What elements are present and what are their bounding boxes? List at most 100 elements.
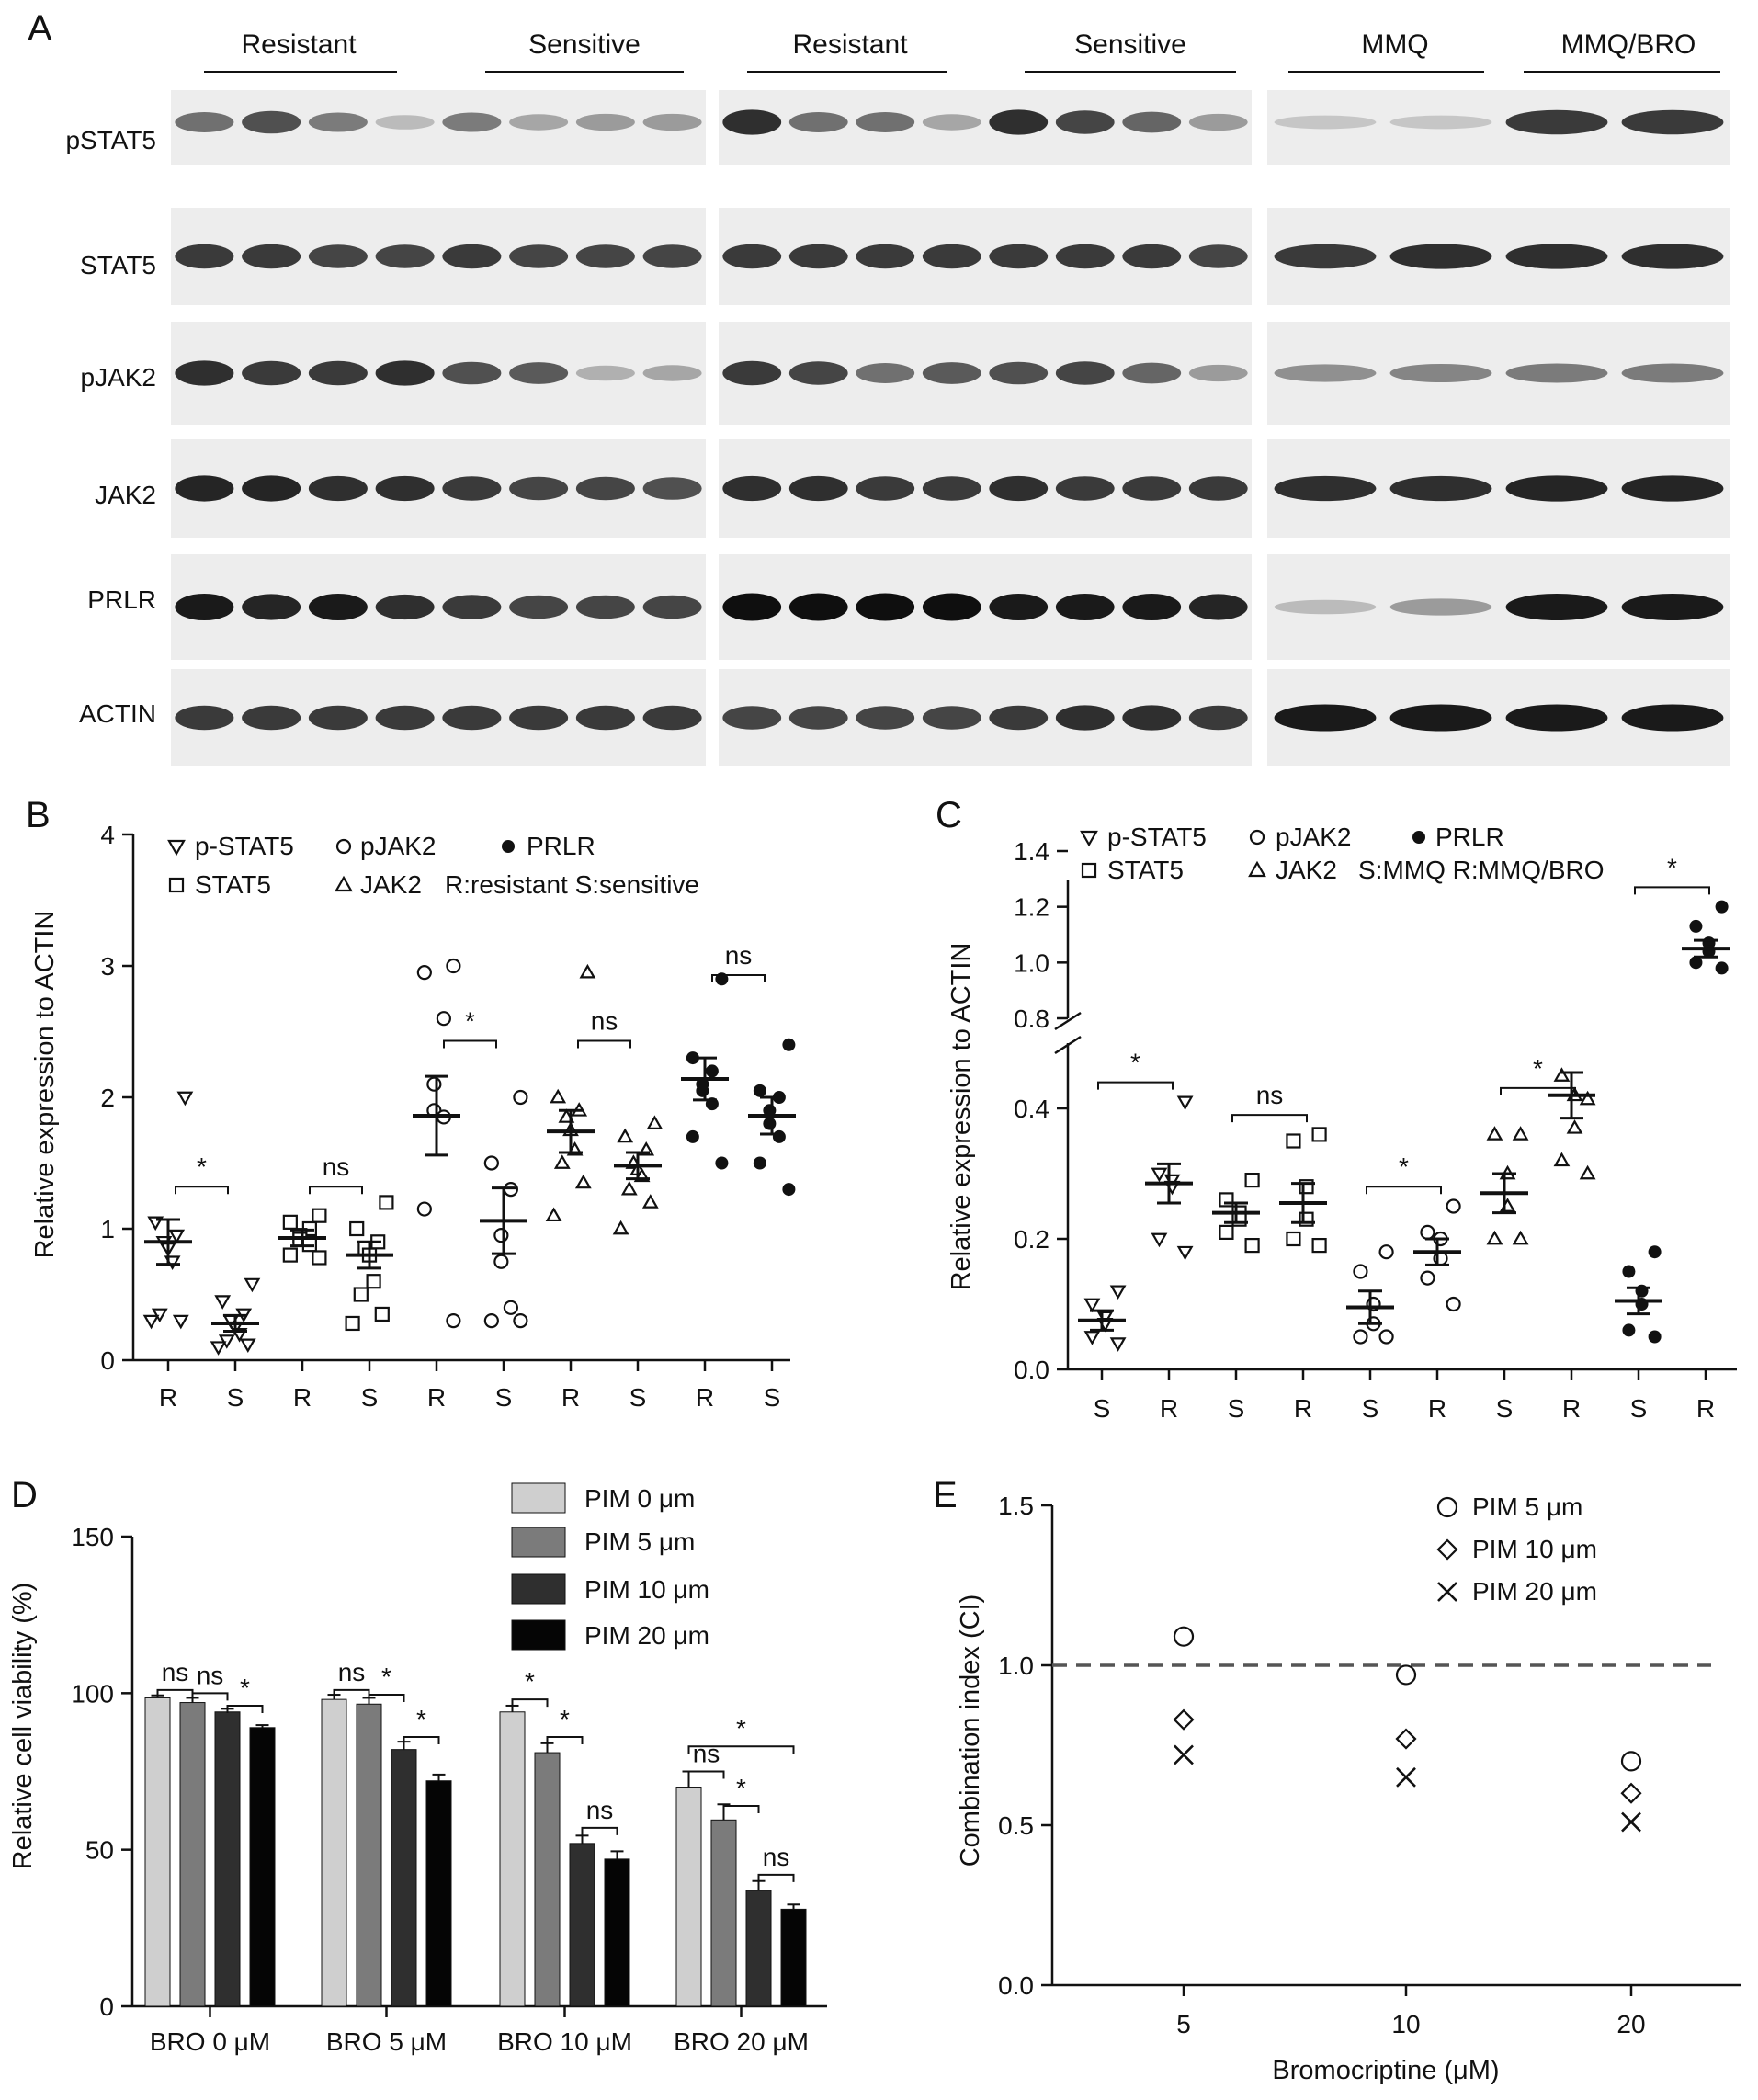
panel-c-significance-label: *	[1130, 1049, 1140, 1077]
panel-c-significance-label: *	[1399, 1152, 1409, 1181]
blot-band	[642, 477, 702, 500]
panel-c-x-tick-label: S	[1630, 1394, 1648, 1423]
panel-d-legend-pim10: PIM 10 μm	[584, 1575, 709, 1604]
blot-band	[1621, 109, 1724, 135]
panel-b-legend-symbol-pjak2	[335, 838, 352, 855]
panel-b-data-point	[168, 1229, 186, 1244]
panel-e-legend-symbol-pim10	[1436, 1538, 1458, 1561]
panel-c-data-point	[1715, 961, 1729, 975]
panel-b-x-tick-label: R	[159, 1383, 177, 1412]
panel-d-x-tick-label: BRO 0 μM	[150, 2027, 270, 2056]
blot-band	[856, 706, 915, 730]
panel-c-data-point	[1353, 1264, 1368, 1279]
panel-c-y-tick-label: 1.2	[1014, 893, 1049, 922]
panel-b-data-point	[763, 1117, 777, 1130]
blot-band	[575, 244, 635, 268]
panel-c-significance-bracket	[1097, 1081, 1174, 1090]
panel-c-data-point	[1311, 1237, 1327, 1254]
blot-band	[175, 112, 234, 132]
panel-b-data-point	[513, 1312, 528, 1329]
blot-band	[308, 475, 368, 502]
blot-group-mmq-bro: MMQ/BRO	[1561, 29, 1696, 60]
panel-b-x-tick-label: R	[561, 1383, 580, 1412]
blot-band	[1055, 110, 1115, 134]
panel-e-data-point	[1620, 1782, 1642, 1804]
panel-c-legend-symbols	[1080, 829, 1425, 879]
panel-d-significance-label: *	[560, 1705, 570, 1733]
blot-band	[1505, 475, 1608, 502]
blot-band	[575, 595, 635, 619]
panel-e-chart: E Combination index (CI) Bromocriptine (…	[933, 1475, 1741, 2085]
panel-b-y-axis-title: Relative expression to ACTIN	[30, 911, 60, 1259]
panel-b-data-point	[379, 1195, 394, 1210]
blot-band	[1274, 704, 1377, 732]
blot-band	[1188, 244, 1248, 268]
blot-band	[1389, 598, 1492, 616]
panel-c-data-point	[1512, 1230, 1529, 1245]
panel-d-bar	[780, 1908, 807, 2007]
blot-band	[1122, 705, 1182, 731]
panel-d-y-axis-title: Relative cell viability (%)	[8, 1583, 38, 1870]
panel-c-plot: 0.0 0.2 0.4 0.8 1.0 1.2 1.4 S R S R S R S R S R * ns * * *	[1014, 837, 1737, 1423]
blot-band	[1188, 705, 1248, 731]
panel-b-letter: B	[26, 795, 51, 835]
panel-c-data-point	[1566, 1119, 1583, 1134]
panel-b-significance-label: *	[197, 1152, 207, 1181]
panel-b-data-point	[374, 1306, 390, 1322]
panel-d-legend-swatch	[511, 1619, 566, 1651]
panel-b-plot: 0 1 2 3 4 R S R S R S R S R S * ns * ns ns	[100, 821, 796, 1412]
panel-c-data-point	[1176, 1245, 1194, 1261]
blot-band	[308, 244, 368, 268]
panel-e-x-tick-label: 20	[1616, 2010, 1645, 2038]
panel-b-significance-label: *	[465, 1007, 475, 1036]
panel-d-significance-bracket	[333, 1688, 370, 1697]
panel-d-significance-label: *	[381, 1663, 391, 1691]
blot-band	[308, 593, 368, 621]
blot-band	[308, 705, 368, 731]
panel-d-bar	[144, 1697, 171, 2007]
blot-band	[175, 475, 234, 502]
panel-b-legend-note: R:resistant S:sensitive	[445, 870, 699, 899]
blot-band	[308, 112, 368, 132]
panel-e-data-point	[1173, 1708, 1195, 1731]
blot-band	[242, 360, 301, 386]
panel-c-significance-bracket	[1366, 1186, 1442, 1195]
panel-c-x-tick-label: R	[1294, 1394, 1312, 1423]
panel-d-significance-bracket	[368, 1694, 405, 1703]
panel-b-significance-label: ns	[725, 941, 753, 970]
blot-band	[1621, 363, 1724, 383]
panel-c-data-point	[1244, 1172, 1260, 1188]
blot-band	[642, 113, 702, 131]
panel-c-data-point	[1420, 1224, 1435, 1241]
blot-band	[922, 244, 981, 269]
panel-c-legend-symbol-pstat5	[1080, 830, 1098, 847]
blot-band	[509, 705, 569, 731]
panel-d-significance-bracket	[226, 1704, 264, 1713]
panel-c-x-tick-label: S	[1094, 1394, 1111, 1423]
blot-band	[175, 705, 234, 731]
panel-e-y-tick-label: 1.0	[998, 1652, 1034, 1680]
blot-band	[1055, 705, 1115, 731]
blot-row-label-prlr: PRLR	[87, 585, 156, 614]
blot-band	[442, 705, 502, 731]
panel-b-data-point	[426, 1076, 442, 1092]
panel-c-data-point	[1579, 1090, 1596, 1106]
panel-b-data-point	[312, 1250, 327, 1266]
panel-c-y-tick-label: 0.2	[1014, 1225, 1049, 1254]
panel-b-data-point	[436, 1011, 451, 1027]
blot-band	[1055, 476, 1115, 501]
panel-b-x-tick-label: R	[427, 1383, 446, 1412]
panel-b-data-point	[210, 1341, 227, 1356]
panel-b-data-point	[612, 1220, 629, 1235]
panel-e-letter: E	[933, 1475, 958, 1515]
panel-b-data-point	[574, 1174, 592, 1189]
panel-b-legend-symbol-jak2	[335, 875, 353, 892]
panel-b-x-tick-label: S	[495, 1383, 513, 1412]
panel-d-legend-pim0: PIM 0 μm	[584, 1484, 695, 1513]
blot-band	[722, 109, 782, 135]
blot-band	[175, 360, 234, 386]
panel-c-data-point	[1486, 1126, 1503, 1141]
panel-d-x-tick-label: BRO 20 μM	[674, 2027, 809, 2056]
panel-d-legend-pim20: PIM 20 μm	[584, 1621, 709, 1650]
panel-e-x-tick-label: 5	[1176, 2010, 1191, 2038]
